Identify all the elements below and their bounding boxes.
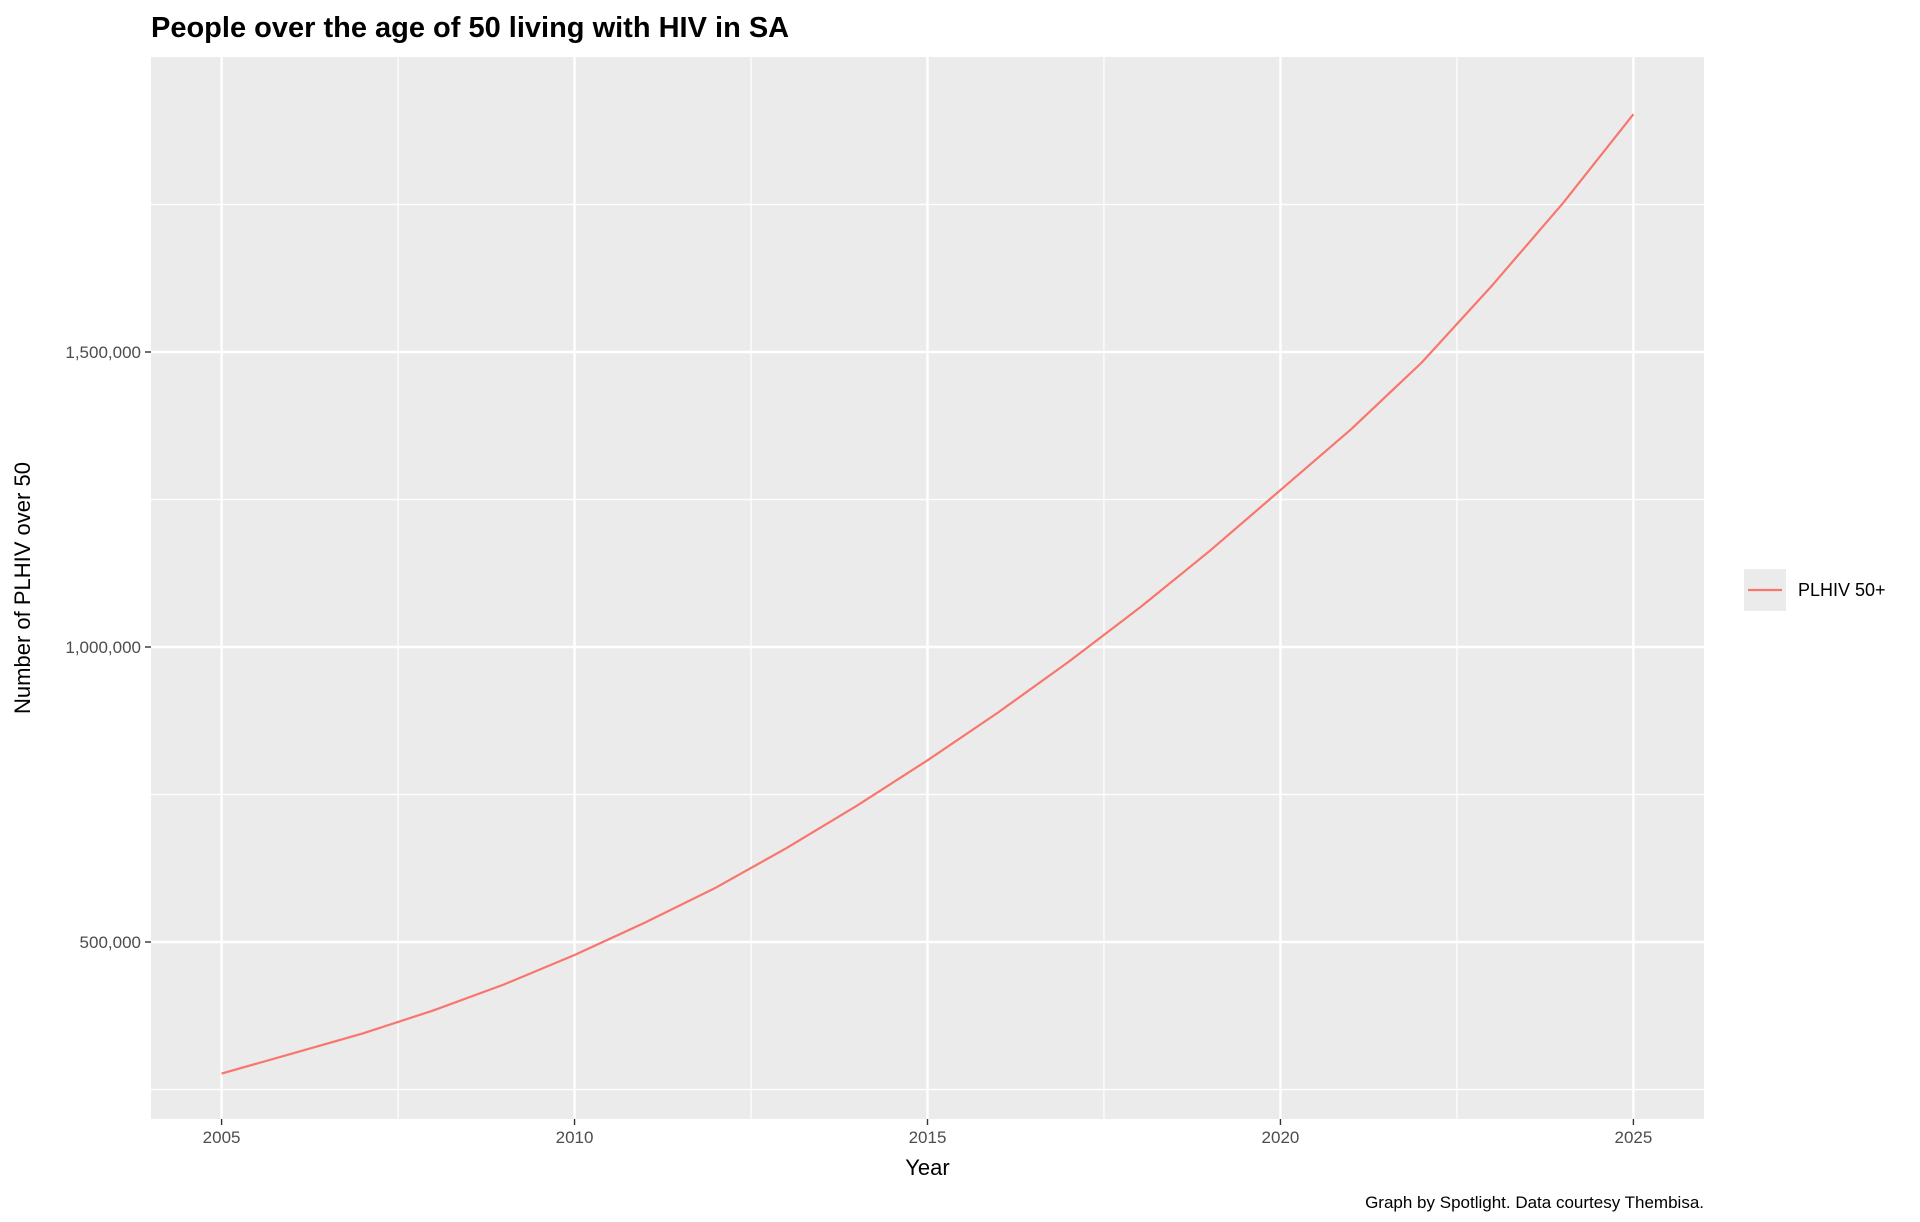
y-axis-title: Number of PLHIV over 50: [10, 462, 35, 714]
series-lines: [221, 113, 1635, 1075]
x-tick-label: 2020: [1262, 1128, 1300, 1147]
chart-caption: Graph by Spotlight. Data courtesy Thembi…: [1365, 1193, 1704, 1212]
y-axis: 500,000 1,000,000 1,500,000: [65, 343, 151, 952]
y-tick-label: 1,500,000: [65, 343, 141, 362]
series-line-plhiv-50: [221, 113, 1635, 1075]
x-axis-title: Year: [905, 1155, 949, 1180]
x-tick-label: 2025: [1614, 1128, 1652, 1147]
x-tick-label: 2005: [203, 1128, 241, 1147]
legend-label: PLHIV 50+: [1798, 580, 1886, 600]
x-tick-label: 2010: [556, 1128, 594, 1147]
x-axis: 2005 2010 2015 2020 2025: [203, 1119, 1652, 1147]
chart-title: People over the age of 50 living with HI…: [151, 12, 789, 44]
y-tick-label: 500,000: [80, 933, 141, 952]
y-tick-label: 1,000,000: [65, 638, 141, 657]
major-gridlines: [151, 57, 1704, 1119]
legend: PLHIV 50+: [1744, 569, 1886, 611]
x-tick-label: 2015: [909, 1128, 947, 1147]
